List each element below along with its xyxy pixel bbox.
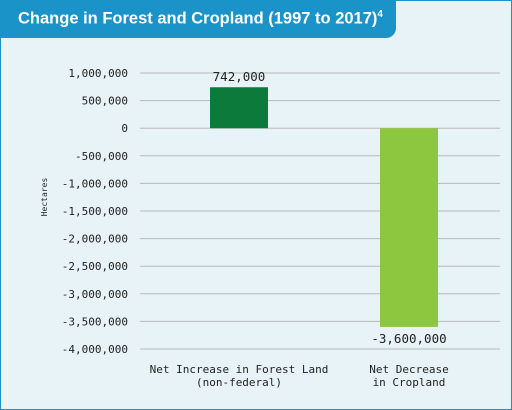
y-tick-label: -2,500,000 bbox=[62, 260, 128, 273]
x-category-label: in Cropland bbox=[373, 376, 446, 389]
y-axis-label: Hectares bbox=[40, 178, 49, 217]
data-label: -3,600,000 bbox=[371, 331, 446, 346]
bar-1 bbox=[210, 87, 268, 129]
y-tick-label: 1,000,000 bbox=[68, 67, 128, 80]
y-tick-label: -1,500,000 bbox=[62, 205, 128, 218]
y-tick-label: -3,000,000 bbox=[62, 288, 128, 301]
y-tick-label: -2,000,000 bbox=[62, 233, 128, 246]
y-tick-label: -4,000,000 bbox=[62, 343, 128, 356]
x-category-label: Net Decrease bbox=[369, 363, 448, 376]
footnote-marker: 4 bbox=[377, 9, 383, 20]
chart-title-text: Change in Forest and Cropland (1997 to 2… bbox=[18, 9, 378, 28]
x-category-label: (non-federal) bbox=[196, 376, 282, 389]
y-tick-label: 500,000 bbox=[82, 95, 128, 108]
chart-title: Change in Forest and Cropland (1997 to 2… bbox=[18, 9, 383, 29]
y-tick-label: -3,500,000 bbox=[62, 315, 128, 328]
y-tick-label: -1,000,000 bbox=[62, 177, 128, 190]
bar-2 bbox=[380, 128, 438, 327]
chart-title-banner: Change in Forest and Cropland (1997 to 2… bbox=[0, 0, 396, 38]
x-category-label: Net Increase in Forest Land bbox=[150, 363, 329, 376]
y-tick-label: 0 bbox=[121, 122, 128, 135]
data-label: 742,000 bbox=[213, 69, 266, 84]
y-tick-label: -500,000 bbox=[75, 150, 128, 163]
